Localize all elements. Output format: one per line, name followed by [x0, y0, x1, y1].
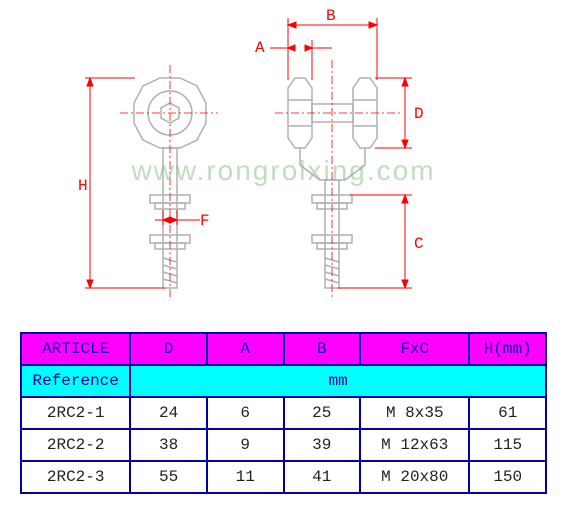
table-row: 2RC2-3551141M 20x80150 — [21, 461, 546, 493]
table-cell: 38 — [130, 429, 207, 461]
dim-label-d: D — [414, 105, 424, 123]
table-row: 2RC2-124625M 8x3561 — [21, 397, 546, 429]
table-cell: 39 — [284, 429, 361, 461]
technical-drawing: H F A B D C www.rongrolxing.com — [0, 0, 567, 330]
table-cell: 115 — [469, 429, 546, 461]
table-cell: 24 — [130, 397, 207, 429]
table-header-row: ARTICLE D A B FxC H(mm) — [21, 333, 546, 365]
col-a: A — [207, 333, 284, 365]
dim-label-f: F — [200, 212, 210, 230]
col-b: B — [284, 333, 361, 365]
table-cell: M 12x63 — [360, 429, 469, 461]
table-cell: M 8x35 — [360, 397, 469, 429]
table-cell: 2RC2-1 — [21, 397, 130, 429]
table-cell: 41 — [284, 461, 361, 493]
table-cell: 9 — [207, 429, 284, 461]
dim-label-b: B — [326, 7, 336, 25]
ref-unit: mm — [130, 365, 546, 397]
table-cell: 150 — [469, 461, 546, 493]
dim-label-c: C — [414, 235, 424, 253]
table-row: 2RC2-238939M 12x63115 — [21, 429, 546, 461]
table-cell: M 20x80 — [360, 461, 469, 493]
col-fxc: FxC — [360, 333, 469, 365]
spec-table: ARTICLE D A B FxC H(mm) Reference mm 2RC… — [20, 332, 547, 494]
ref-label: Reference — [21, 365, 130, 397]
table-cell: 55 — [130, 461, 207, 493]
table-reference-row: Reference mm — [21, 365, 546, 397]
dim-label-h: H — [78, 177, 88, 195]
table-cell: 61 — [469, 397, 546, 429]
table-cell: 25 — [284, 397, 361, 429]
table-cell: 11 — [207, 461, 284, 493]
dim-label-a: A — [255, 39, 265, 57]
table-cell: 2RC2-2 — [21, 429, 130, 461]
table-cell: 2RC2-3 — [21, 461, 130, 493]
col-d: D — [130, 333, 207, 365]
col-h: H(mm) — [469, 333, 546, 365]
col-article: ARTICLE — [21, 333, 130, 365]
table-cell: 6 — [207, 397, 284, 429]
